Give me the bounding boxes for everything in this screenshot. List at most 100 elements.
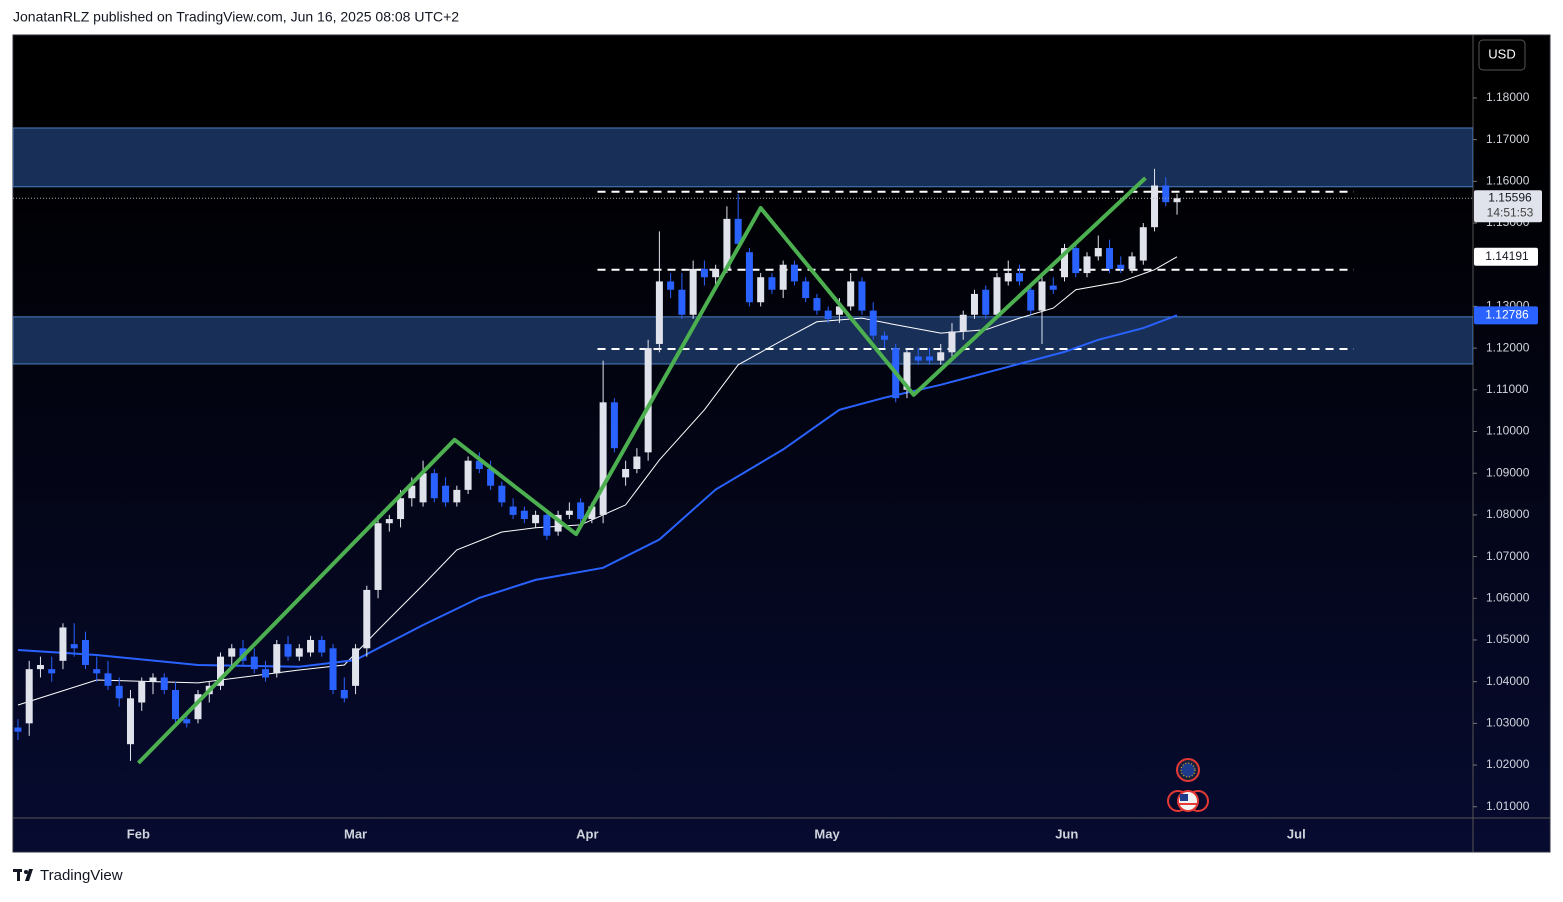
candle-body [217,656,225,686]
zone [13,127,1473,188]
candle-body [126,698,134,745]
candle-body [408,485,416,499]
currency[interactable]: USD [1488,46,1515,61]
candle-body [1106,248,1114,269]
candle-body [588,506,596,520]
candle-body [352,648,360,686]
candle-body [149,677,157,682]
candle-body [925,356,933,361]
flag-canton [1180,794,1188,801]
y-tick-label: 1.07000 [1486,549,1530,563]
candle-body [138,681,146,703]
candle-body [723,218,731,269]
x-tick-label: Apr [576,826,598,841]
zigzag [136,176,1147,765]
candle-body [993,277,1001,315]
candle-body [880,335,888,340]
candle-body [948,331,956,353]
candle-body [340,690,348,699]
candle-body [183,719,191,724]
logo-part [17,869,20,881]
candle-body [802,281,810,299]
candle-body [1128,256,1136,269]
candle-body [622,469,630,478]
candle-body [982,289,990,315]
candle-body [262,669,270,678]
candle-body [554,514,562,532]
candle-body [790,264,798,282]
candle-body [329,648,337,691]
candle-body [419,473,427,503]
candle-body [36,664,44,670]
countdown: 14:51:53 [1487,205,1534,219]
currency-button[interactable] [1478,39,1526,71]
candle-body [712,268,720,278]
candle-body [903,352,911,390]
y-tick-label: 1.17000 [1486,132,1530,146]
candle-body [1117,264,1125,269]
y-tick-label: 1.09000 [1486,465,1530,479]
candle-body [1083,256,1091,274]
candle-body [700,268,708,278]
candle-body [1151,185,1159,228]
candle-body [565,510,573,515]
ma-price-box [1474,306,1538,325]
logo-part [24,870,28,874]
candle-body [1049,285,1057,290]
candle-body [914,356,922,361]
candle-body [1162,185,1170,203]
candle-body [363,589,371,649]
ma-price-label: 1.12786 [1485,308,1529,322]
candle-body [509,506,517,515]
candle-body [81,639,89,665]
candle-body [104,673,112,686]
candle-body [385,519,393,524]
candle-body [824,310,832,319]
candle-body [847,281,855,307]
candle-body [318,639,326,653]
candle-body [745,252,753,303]
candle-body [734,218,742,244]
candle-body [1094,248,1102,257]
candle-body [667,281,675,290]
candle-body [1027,289,1035,311]
y-tick-label: 1.18000 [1486,90,1530,104]
candle-body [532,514,540,524]
candle-body [633,456,641,470]
candle-body [115,685,123,699]
x-tick-label: May [814,826,840,841]
candle-body [70,644,78,649]
eu-flag [1180,762,1196,778]
candle-body [171,690,179,720]
y-tick-label: 1.05000 [1486,632,1530,646]
moving-average [17,314,1178,668]
y-tick-label: 1.12000 [1486,340,1530,354]
candle-body [487,469,495,486]
y-tick-label: 1.03000 [1486,716,1530,730]
candle-body [48,669,56,674]
candle-body [543,514,551,536]
candle-body [430,473,438,499]
candle-body [374,523,382,590]
ma-price-box [1474,247,1538,266]
x-tick-label: Feb [127,826,150,841]
candle-body [1072,248,1080,274]
candle-body [757,277,765,303]
zone [13,316,1473,365]
brand-logo [13,869,33,881]
candle-body [644,348,652,453]
event-icons [1167,758,1209,812]
candle-body [59,627,67,661]
candle-body [194,694,202,720]
ma-price-label: 1.14191 [1485,249,1529,263]
candle-body [610,402,618,449]
candle-body [228,648,236,657]
y-tick-label: 1.16000 [1486,174,1530,188]
y-tick-label: 1.06000 [1486,590,1530,604]
candle-body [1139,227,1147,261]
candle-body [959,314,967,332]
brand: TradingView [40,867,123,884]
candle-body [1061,248,1069,278]
candle-body [453,489,461,503]
